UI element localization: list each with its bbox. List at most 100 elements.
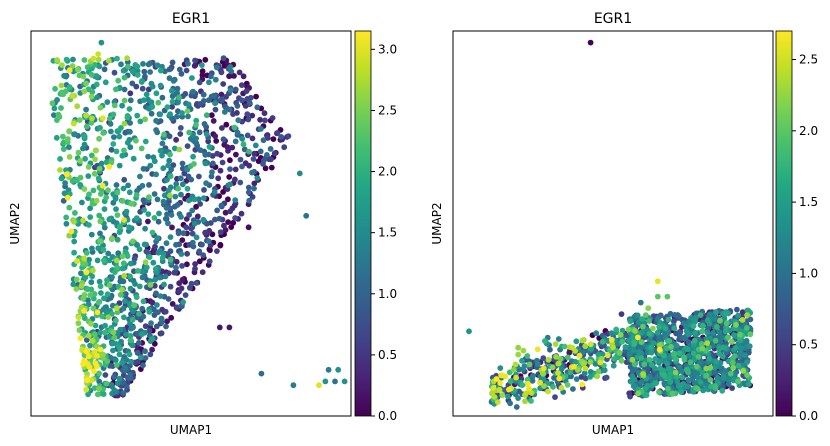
scatter-point [167, 173, 174, 180]
scatter-point [113, 86, 119, 93]
scatter-point [81, 186, 88, 193]
scatter-point [197, 147, 204, 154]
scatter-point [80, 217, 86, 224]
scatter-point [163, 205, 170, 211]
scatter-point [303, 212, 310, 219]
scatter-point [652, 380, 658, 387]
scatter-point [253, 93, 259, 100]
scatter-point [158, 315, 165, 322]
scatter-point [493, 376, 500, 382]
scatter-point [161, 131, 167, 138]
scatter-point [149, 83, 156, 90]
scatter-point [201, 195, 207, 202]
scatter-point [582, 365, 589, 372]
scatter-point [522, 398, 528, 405]
scatter-point [700, 387, 707, 394]
scatter-point [124, 114, 131, 121]
scatter-point [75, 149, 82, 156]
scatter-point [205, 238, 212, 245]
scatter-point [139, 182, 146, 189]
scatter-point [227, 181, 233, 188]
scatter-point [220, 55, 227, 62]
scatter-point [97, 238, 103, 244]
scatter-point [169, 93, 176, 100]
scatter-point [155, 99, 162, 106]
scatter-point [147, 162, 154, 169]
scatter-point [683, 323, 689, 330]
scatter-point [103, 159, 110, 166]
scatter-point [93, 73, 100, 79]
scatter-point [83, 80, 89, 87]
scatter-point [159, 140, 166, 147]
scatter-point [116, 162, 123, 169]
scatter-point [561, 343, 568, 350]
scatter-point [113, 148, 120, 155]
scatter-point [656, 358, 663, 365]
scatter-point [285, 133, 292, 140]
scatter-point [96, 165, 103, 172]
scatter-point [139, 305, 146, 312]
scatter-point [556, 375, 563, 382]
scatter-point [729, 385, 735, 391]
scatter-point [156, 210, 162, 217]
scatter-point [161, 281, 167, 288]
scatter-point [135, 340, 142, 346]
scatter-point [223, 121, 230, 128]
scatter-point [177, 125, 184, 131]
scatter-point [139, 78, 145, 84]
scatter-point [174, 304, 180, 311]
scatter-point [162, 308, 169, 315]
scatter-point [184, 143, 191, 150]
scatter-point [582, 343, 589, 350]
scatter-point [193, 117, 200, 124]
scatter-point [604, 352, 611, 359]
scatter-point [739, 317, 746, 323]
scatter-point [704, 317, 711, 324]
scatter-point [497, 380, 504, 386]
scatter-point [148, 320, 154, 327]
scatter-point [250, 156, 257, 162]
scatter-point [191, 196, 198, 203]
scatter-point [173, 241, 179, 248]
scatter-point [110, 141, 117, 147]
scatter-point [140, 313, 147, 320]
scatter-point [80, 73, 87, 80]
scatter-point [521, 363, 528, 369]
scatter-point [108, 146, 115, 153]
scatter-point [92, 360, 99, 367]
scatter-point [153, 117, 160, 124]
scatter-point [703, 372, 710, 379]
scatter-point [149, 299, 156, 306]
scatter-point [645, 305, 652, 312]
scatter-point [174, 202, 181, 208]
scatter-point [232, 86, 239, 93]
scatter-point [237, 156, 244, 163]
scatter-point [134, 350, 141, 356]
scatter-point [89, 200, 96, 207]
scatter-point [743, 337, 750, 344]
scatter-point [220, 81, 227, 87]
scatter-point [70, 56, 76, 63]
scatter-point [133, 215, 140, 222]
scatter-point [60, 146, 67, 153]
scatter-point [742, 352, 748, 359]
colorbar-tick-label: 0.0 [799, 409, 818, 423]
scatter-point [219, 125, 225, 131]
scatter-point [553, 353, 559, 360]
scatter-point [96, 370, 102, 377]
plot-title: EGR1 [594, 11, 632, 27]
data-points [49, 39, 348, 399]
scatter-point [106, 334, 113, 340]
scatter-point [234, 103, 241, 109]
scatter-point [608, 330, 615, 336]
scatter-point [70, 120, 77, 127]
scatter-point [96, 135, 102, 142]
scatter-point [113, 182, 120, 188]
scatter-point [552, 341, 559, 347]
scatter-point [513, 404, 520, 410]
scatter-point [73, 276, 80, 283]
scatter-point [91, 170, 98, 177]
scatter-point [137, 118, 144, 125]
scatter-point [77, 158, 84, 164]
scatter-point [141, 207, 148, 213]
